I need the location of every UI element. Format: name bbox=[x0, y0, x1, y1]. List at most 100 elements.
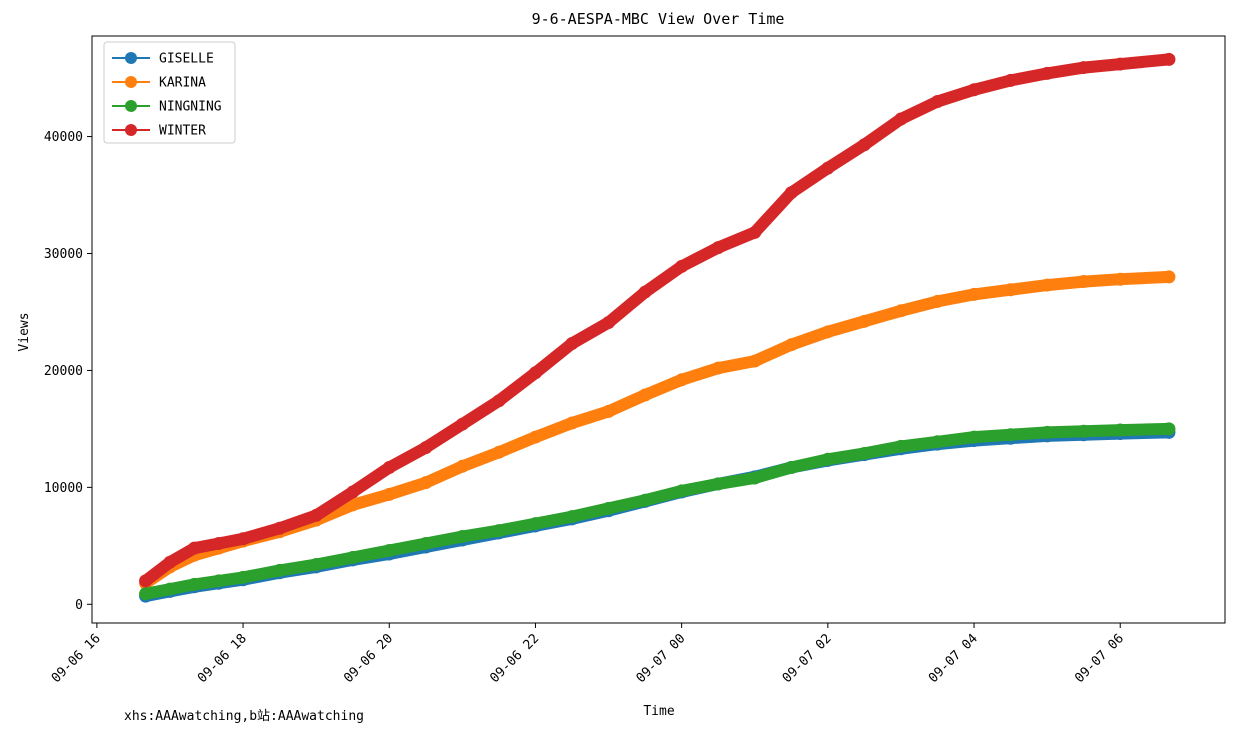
data-point bbox=[139, 587, 153, 601]
legend-label: KARINA bbox=[159, 76, 206, 91]
data-point bbox=[675, 259, 689, 273]
data-point bbox=[309, 558, 323, 572]
footer-watermark-text: xhs:AAAwatching,b站:AAAwatching bbox=[124, 709, 364, 724]
data-point bbox=[236, 570, 250, 584]
y-axis-ticks: 0 10000 20000 30000 40000 bbox=[44, 130, 92, 613]
data-point bbox=[1113, 423, 1127, 437]
x-tick-label: 09-06 16 bbox=[49, 631, 104, 686]
data-point bbox=[1113, 57, 1127, 71]
data-point bbox=[784, 338, 798, 352]
x-tick-label: 09-07 04 bbox=[926, 631, 981, 686]
data-point bbox=[857, 138, 871, 152]
data-point bbox=[638, 285, 652, 299]
data-point bbox=[419, 476, 433, 490]
series-line bbox=[139, 422, 1175, 600]
data-point bbox=[894, 112, 908, 126]
data-point bbox=[455, 459, 469, 473]
data-point bbox=[346, 498, 360, 512]
data-point bbox=[492, 445, 506, 459]
legend-marker bbox=[125, 52, 137, 64]
data-point bbox=[187, 577, 201, 591]
data-point bbox=[1040, 425, 1054, 439]
data-point bbox=[1162, 270, 1176, 284]
data-point bbox=[346, 485, 360, 499]
series-ningning bbox=[139, 422, 1176, 601]
y-tick-label: 40000 bbox=[44, 130, 83, 145]
data-point bbox=[748, 354, 762, 368]
x-tick-label: 09-06 18 bbox=[195, 631, 250, 686]
data-point bbox=[419, 441, 433, 455]
data-point bbox=[894, 439, 908, 453]
data-point bbox=[1077, 61, 1091, 75]
chart-title: 9-6-AESPA-MBC View Over Time bbox=[532, 10, 785, 28]
data-point bbox=[821, 325, 835, 339]
data-point bbox=[236, 532, 250, 546]
legend-label: GISELLE bbox=[159, 52, 214, 67]
data-point bbox=[930, 435, 944, 449]
data-point bbox=[967, 287, 981, 301]
y-tick-label: 10000 bbox=[44, 481, 83, 496]
data-point bbox=[212, 536, 226, 550]
data-point bbox=[857, 314, 871, 328]
x-tick-label: 09-06 22 bbox=[487, 631, 542, 686]
data-point bbox=[711, 361, 725, 375]
data-point bbox=[1077, 424, 1091, 438]
data-point bbox=[967, 83, 981, 97]
data-point bbox=[894, 304, 908, 318]
x-tick-label: 09-07 02 bbox=[780, 631, 835, 686]
data-point bbox=[187, 541, 201, 555]
plot-area bbox=[91, 35, 1226, 624]
legend-item-winter: WINTER bbox=[112, 124, 206, 139]
data-point bbox=[602, 315, 616, 329]
data-point bbox=[857, 446, 871, 460]
legend: GISELLE KARINA NINGNING WINTER bbox=[103, 41, 236, 144]
y-tick-label: 30000 bbox=[44, 247, 83, 262]
data-point bbox=[784, 460, 798, 474]
data-point bbox=[528, 430, 542, 444]
data-point bbox=[492, 394, 506, 408]
x-axis-ticks: 09-06 16 09-06 18 09-06 20 09-06 22 09-07 00… bbox=[49, 623, 1127, 686]
legend-label: WINTER bbox=[159, 124, 206, 139]
legend-box bbox=[103, 41, 236, 144]
legend-marker bbox=[125, 100, 137, 112]
data-point bbox=[419, 536, 433, 550]
legend-item-ningning: NINGNING bbox=[112, 100, 222, 115]
data-point bbox=[1004, 428, 1018, 442]
series-giselle bbox=[139, 425, 1176, 603]
data-point bbox=[139, 574, 153, 588]
legend-item-giselle: GISELLE bbox=[112, 52, 214, 67]
legend-item-karina: KARINA bbox=[112, 76, 206, 91]
data-point bbox=[528, 366, 542, 380]
data-point bbox=[273, 521, 287, 535]
data-point bbox=[748, 471, 762, 485]
data-point bbox=[212, 574, 226, 588]
y-tick-label: 0 bbox=[75, 598, 83, 613]
data-point bbox=[967, 430, 981, 444]
legend-marker bbox=[125, 76, 137, 88]
data-point bbox=[565, 337, 579, 351]
data-point bbox=[784, 186, 798, 200]
y-tick-label: 20000 bbox=[44, 364, 83, 379]
data-point bbox=[565, 416, 579, 430]
x-axis-label: Time bbox=[643, 704, 674, 719]
data-point bbox=[382, 487, 396, 501]
data-point bbox=[821, 452, 835, 466]
data-point bbox=[455, 529, 469, 543]
data-point bbox=[163, 582, 177, 596]
x-tick-label: 09-07 00 bbox=[634, 631, 689, 686]
data-point bbox=[930, 294, 944, 308]
data-point bbox=[675, 484, 689, 498]
legend-label: NINGNING bbox=[159, 100, 222, 115]
data-point bbox=[602, 501, 616, 515]
data-point bbox=[638, 493, 652, 507]
data-point bbox=[638, 388, 652, 402]
data-point bbox=[382, 544, 396, 558]
data-point bbox=[711, 241, 725, 255]
data-point bbox=[455, 417, 469, 431]
data-point bbox=[565, 510, 579, 524]
x-tick-label: 09-06 20 bbox=[341, 631, 396, 686]
data-point bbox=[711, 477, 725, 491]
data-point bbox=[602, 404, 616, 418]
data-point bbox=[382, 460, 396, 474]
